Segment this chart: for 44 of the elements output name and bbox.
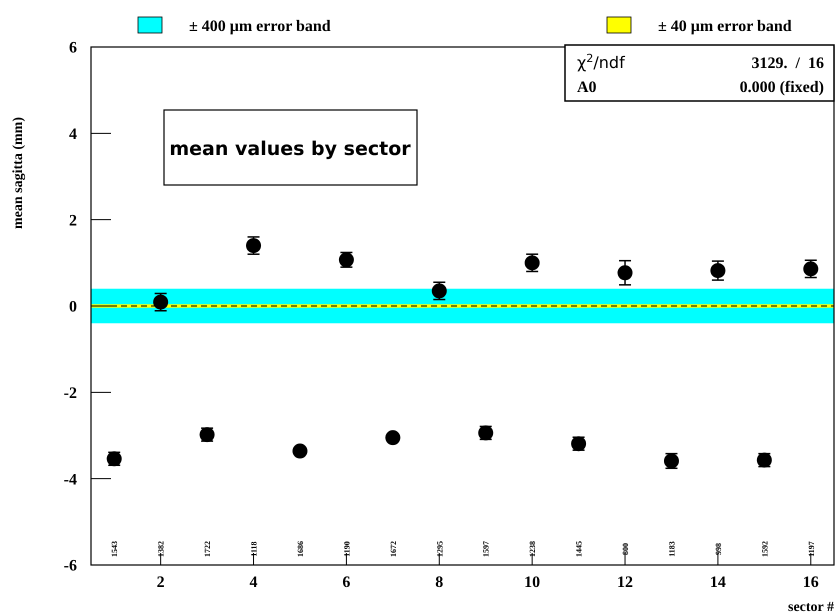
y-tick-label: 0 bbox=[69, 298, 77, 316]
text: mean values by sector bbox=[169, 138, 412, 160]
point bbox=[710, 263, 726, 278]
y-tick-label: -4 bbox=[64, 471, 77, 488]
x-tick-label: 14 bbox=[710, 574, 726, 591]
annotation: 1592 bbox=[760, 541, 770, 557]
annotation: 1672 bbox=[388, 541, 398, 557]
x-axis-title: sector # bbox=[788, 600, 834, 615]
x-tick-label: 16 bbox=[802, 574, 819, 591]
x-tick-label: 6 bbox=[342, 574, 350, 591]
y-tick-label: 2 bbox=[69, 212, 77, 230]
annotation: A0 bbox=[577, 79, 597, 96]
y-axis-title: mean sagitta (mm) bbox=[11, 116, 26, 229]
point bbox=[292, 444, 308, 459]
annotation: 1197 bbox=[806, 541, 816, 557]
point bbox=[618, 265, 633, 280]
annotation: χ$^{2}$/ndf bbox=[577, 52, 626, 72]
y-tick-label: -2 bbox=[64, 384, 77, 402]
annotation: 1543 bbox=[110, 541, 120, 557]
x-tick-label: 2 bbox=[156, 574, 165, 591]
y-tick-label: -6 bbox=[64, 558, 77, 575]
annotation: 1382 bbox=[156, 541, 166, 557]
annotation: 1445 bbox=[574, 541, 584, 557]
x-tick-label: 4 bbox=[250, 574, 258, 591]
legend-label: ± 400 μm error band bbox=[189, 18, 331, 35]
annotation: 1597 bbox=[482, 541, 491, 557]
annotation: 1722 bbox=[203, 541, 212, 557]
legend-label: ± 40 μm error band bbox=[658, 18, 792, 35]
annotation: 1295 bbox=[435, 541, 444, 557]
annotation: 1183 bbox=[667, 541, 676, 557]
y-tick-label: 6 bbox=[69, 40, 77, 57]
annotation: 1118 bbox=[250, 541, 259, 557]
x-tick-label: 10 bbox=[524, 574, 540, 591]
y-tick-label: 4 bbox=[69, 126, 77, 143]
annotation: 0.000 (fixed) bbox=[740, 79, 824, 96]
annotation: 1190 bbox=[342, 541, 352, 557]
point bbox=[385, 430, 400, 446]
x-tick-label: 8 bbox=[435, 574, 444, 591]
annotation: 998 bbox=[714, 543, 723, 555]
annotation: 1238 bbox=[528, 541, 538, 557]
annotation: 3129. / 16 bbox=[752, 55, 824, 72]
x-tick-label: 12 bbox=[617, 574, 634, 591]
annotation: 800 bbox=[621, 543, 630, 555]
annotation: 1686 bbox=[296, 541, 305, 557]
